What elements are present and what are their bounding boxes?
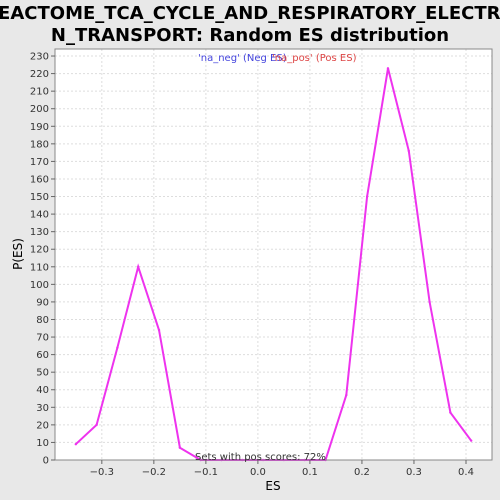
x-axis: −0.3 −0.2 −0.1 0.0 0.1 0.2 0.3 0.4	[90, 460, 474, 478]
x-tick-label: 0.0	[250, 467, 266, 478]
data-point	[116, 346, 119, 349]
y-tick-label: 200	[30, 104, 49, 115]
gridlines	[55, 49, 492, 461]
legend-entry-neg: 'na_neg' (Neg ES)	[198, 53, 287, 64]
y-tick-label: 0	[43, 456, 49, 467]
data-point	[157, 328, 161, 332]
y-tick-label: 120	[30, 245, 49, 256]
y-tick-label: 80	[36, 315, 49, 326]
data-point	[95, 423, 98, 427]
data-point	[386, 67, 390, 70]
y-tick-label: 70	[36, 333, 49, 344]
y-axis-title: P(ES)	[11, 238, 25, 270]
y-tick-label: 170	[30, 157, 49, 168]
legend-entry-pos: 'na_pos' (Pos ES)	[272, 53, 357, 64]
x-tick-label: 0.3	[406, 467, 422, 478]
y-tick-label: 220	[30, 69, 49, 80]
data-point	[449, 411, 452, 414]
plot-area	[55, 49, 492, 460]
y-tick-label: 20	[36, 420, 49, 431]
pos-score-annotation: Sets with pos scores: 72%	[195, 452, 326, 463]
y-tick-label: 160	[30, 174, 49, 185]
y-tick-label: 180	[30, 139, 49, 150]
y-tick-label: 30	[36, 403, 49, 414]
y-tick-label: 90	[36, 297, 49, 308]
x-tick-label: −0.1	[194, 467, 218, 478]
data-point	[428, 300, 431, 304]
x-tick-label: −0.2	[142, 467, 166, 478]
y-tick-label: 230	[30, 52, 49, 63]
x-tick-label: −0.3	[90, 467, 114, 478]
y-tick-label: 40	[36, 385, 49, 396]
chart-title-line-2: N_TRANSPORT: Random ES distribution	[51, 25, 449, 46]
x-axis-title: ES	[265, 479, 280, 493]
x-tick-label: 0.1	[302, 467, 318, 478]
y-tick-label: 210	[30, 87, 49, 98]
y-tick-label: 50	[36, 368, 49, 379]
y-tick-label: 190	[30, 122, 49, 133]
y-tick-label: 150	[30, 192, 49, 203]
y-tick-label: 60	[36, 350, 49, 361]
y-tick-label: 100	[30, 280, 49, 291]
y-axis: 0 10 20 30 40 50 60 70 80 90 100 110 120 130 140 150 160…	[30, 52, 55, 467]
plot-frame	[54, 48, 493, 461]
y-tick-label: 130	[30, 227, 49, 238]
data-point	[407, 149, 410, 153]
data-point	[345, 393, 348, 397]
data-point	[74, 442, 78, 446]
data-point	[137, 265, 140, 268]
x-tick-label: 0.2	[354, 467, 370, 478]
y-tick-label: 140	[30, 210, 49, 221]
data-point	[469, 439, 473, 442]
data-point	[365, 195, 369, 198]
y-tick-label: 10	[36, 438, 49, 449]
x-tick-label: 0.4	[458, 467, 474, 478]
y-tick-label: 110	[30, 262, 49, 273]
data-point	[178, 446, 182, 449]
chart-title-line-1: REACTOME_TCA_CYCLE_AND_RESPIRATORY_ELECT…	[0, 3, 500, 24]
